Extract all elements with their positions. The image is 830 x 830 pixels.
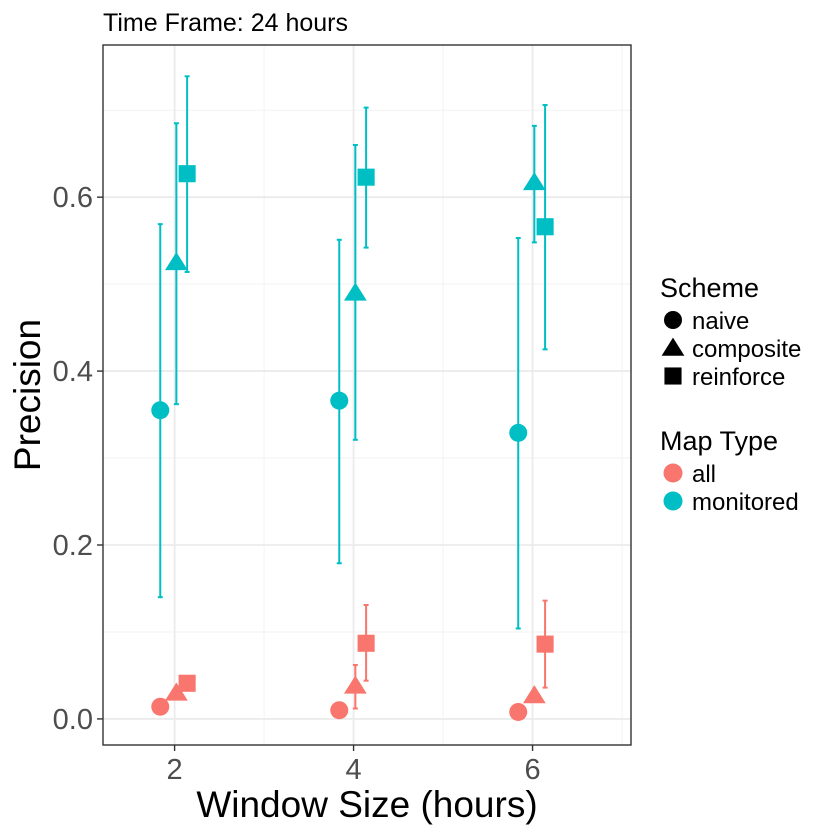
y-tick-label: 0.0 [53, 704, 93, 736]
legend-label-all: all [692, 461, 716, 488]
point-all-reinforce [536, 635, 554, 653]
legend-label-naive: naive [692, 308, 749, 335]
point-monitored-reinforce [536, 218, 554, 236]
x-tick-label: 2 [167, 754, 183, 786]
legend-title-map-type: Map Type [660, 426, 778, 456]
y-tick-label: 0.6 [53, 182, 93, 214]
legend-title-scheme: Scheme [660, 273, 759, 303]
point-monitored-naive [330, 391, 349, 410]
point-all-composite [164, 682, 188, 701]
point-all-naive [330, 701, 349, 720]
legend-label-reinforce: reinforce [692, 364, 785, 391]
point-monitored-reinforce [178, 165, 196, 183]
y-tick-label: 0.4 [53, 356, 93, 388]
legend-key-monitored [663, 491, 683, 511]
axis-ticks: 2 4 6 0.0 0.2 0.4 0.6 [53, 182, 541, 786]
point-monitored-composite [164, 252, 188, 271]
panel-border [102, 44, 632, 746]
point-monitored-composite [522, 172, 546, 191]
point-all-naive [509, 702, 528, 721]
chart-title: Time Frame: 24 hours [103, 9, 348, 37]
x-axis-label: Window Size (hours) [196, 784, 537, 825]
legend-key-all [663, 463, 683, 483]
legend-key-naive [664, 311, 682, 329]
legend-label-composite: composite [692, 336, 801, 363]
x-tick-label: 4 [346, 754, 362, 786]
legend-key-reinforce [664, 367, 682, 385]
y-axis-label: Precision [7, 319, 48, 471]
point-all-composite [522, 685, 546, 704]
point-monitored-reinforce [357, 168, 375, 186]
point-all-composite [343, 675, 367, 694]
plot-panel [103, 45, 631, 745]
legend-label-monitored: monitored [692, 489, 799, 516]
point-monitored-composite [343, 282, 367, 301]
legend-key-composite [661, 337, 685, 356]
point-monitored-naive [151, 401, 170, 420]
point-all-reinforce [178, 674, 196, 692]
data-marks [151, 75, 554, 721]
y-tick-label: 0.2 [53, 530, 93, 562]
point-all-reinforce [357, 634, 375, 652]
x-tick-label: 6 [524, 754, 540, 786]
point-monitored-naive [509, 423, 528, 442]
point-all-naive [151, 697, 170, 716]
